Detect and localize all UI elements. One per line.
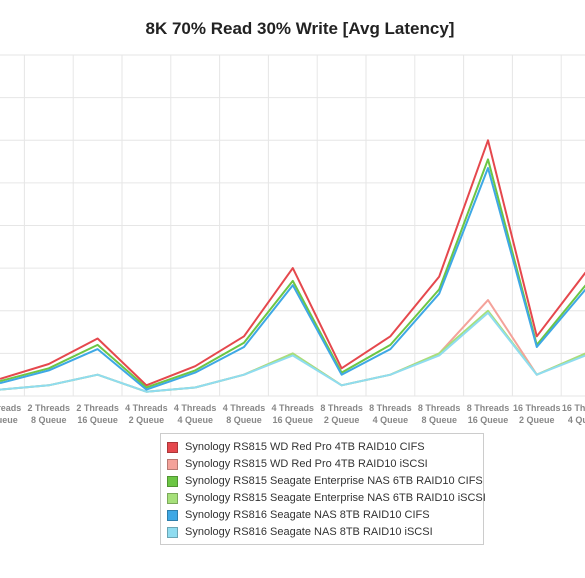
chart-title: 8K 70% Read 30% Write [Avg Latency] bbox=[145, 19, 455, 38]
legend-label: Synology RS815 WD Red Pro 4TB RAID10 iSC… bbox=[185, 458, 428, 470]
legend-swatch bbox=[167, 492, 178, 504]
x-tick-label: 2 Queue bbox=[324, 415, 360, 425]
grid bbox=[0, 54, 585, 397]
x-tick-label: 2 Queue bbox=[519, 415, 555, 425]
x-tick-label: 16 Queue bbox=[468, 415, 509, 425]
legend-item[interactable]: Synology RS815 Seagate Enterprise NAS 6T… bbox=[167, 473, 483, 489]
series-line bbox=[0, 167, 585, 391]
x-tick-label: 8 Queue bbox=[421, 415, 457, 425]
legend-item[interactable]: Synology RS815 Seagate Enterprise NAS 6T… bbox=[167, 490, 486, 506]
x-tick-label: 8 Queue bbox=[31, 415, 67, 425]
series-line bbox=[0, 299, 585, 393]
legend-label: Synology RS816 Seagate NAS 8TB RAID10 iS… bbox=[185, 526, 433, 538]
legend-swatch bbox=[167, 441, 178, 453]
x-tick-label: 4 Queue bbox=[0, 415, 18, 425]
x-tick-label: 4 Threads bbox=[125, 403, 168, 413]
x-tick-label: 4 Queue bbox=[373, 415, 409, 425]
legend-swatch bbox=[167, 475, 178, 487]
legend-item[interactable]: Synology RS816 Seagate NAS 8TB RAID10 CI… bbox=[167, 507, 430, 523]
x-tick-label: 16 Threads bbox=[513, 403, 561, 413]
legend-item[interactable]: Synology RS816 Seagate NAS 8TB RAID10 iS… bbox=[167, 524, 433, 540]
x-tick-label: 16 Queue bbox=[273, 415, 314, 425]
x-tick-label: 4 Queue bbox=[568, 415, 585, 425]
x-tick-label: 16 Queue bbox=[77, 415, 118, 425]
series-lines bbox=[0, 139, 585, 393]
x-tick-label: 4 Threads bbox=[272, 403, 315, 413]
legend: Synology RS815 WD Red Pro 4TB RAID10 CIF… bbox=[160, 433, 486, 545]
legend-item[interactable]: Synology RS815 WD Red Pro 4TB RAID10 CIF… bbox=[167, 439, 425, 455]
series-line bbox=[0, 158, 585, 389]
x-tick-label: 2 Threads bbox=[76, 403, 119, 413]
x-tick-label: 4 Threads bbox=[174, 403, 217, 413]
x-tick-label: 2 Threads bbox=[28, 403, 71, 413]
legend-label: Synology RS816 Seagate NAS 8TB RAID10 CI… bbox=[185, 509, 430, 521]
x-tick-label: 8 Threads bbox=[320, 403, 363, 413]
series-line bbox=[0, 309, 585, 393]
legend-swatch bbox=[167, 526, 178, 538]
series-line bbox=[0, 139, 585, 387]
x-tick-label: 4 Queue bbox=[177, 415, 213, 425]
x-tick-label: 2 Threads bbox=[0, 403, 21, 413]
x-tick-label: 8 Threads bbox=[418, 403, 461, 413]
legend-label: Synology RS815 Seagate Enterprise NAS 6T… bbox=[185, 492, 486, 504]
x-tick-label: 4 Threads bbox=[223, 403, 266, 413]
line-chart: 2 Threads 4 Queue 2 Threads 8 Queue 2 Thread… bbox=[0, 54, 585, 425]
legend-swatch bbox=[167, 509, 178, 521]
x-tick-label: 8 Queue bbox=[226, 415, 262, 425]
x-tick-label: 8 Threads bbox=[369, 403, 412, 413]
x-axis-tick-labels: 2 Threads 4 Queue 2 Threads 8 Queue 2 Thread… bbox=[0, 403, 585, 425]
legend-label: Synology RS815 WD Red Pro 4TB RAID10 CIF… bbox=[185, 441, 425, 453]
x-tick-label: 8 Threads bbox=[467, 403, 510, 413]
legend-label: Synology RS815 Seagate Enterprise NAS 6T… bbox=[185, 475, 483, 487]
x-tick-label: 16 Threads bbox=[562, 403, 585, 413]
series-line bbox=[0, 311, 585, 393]
legend-swatch bbox=[167, 458, 178, 470]
legend-item[interactable]: Synology RS815 WD Red Pro 4TB RAID10 iSC… bbox=[167, 456, 428, 472]
x-tick-label: 2 Queue bbox=[129, 415, 165, 425]
